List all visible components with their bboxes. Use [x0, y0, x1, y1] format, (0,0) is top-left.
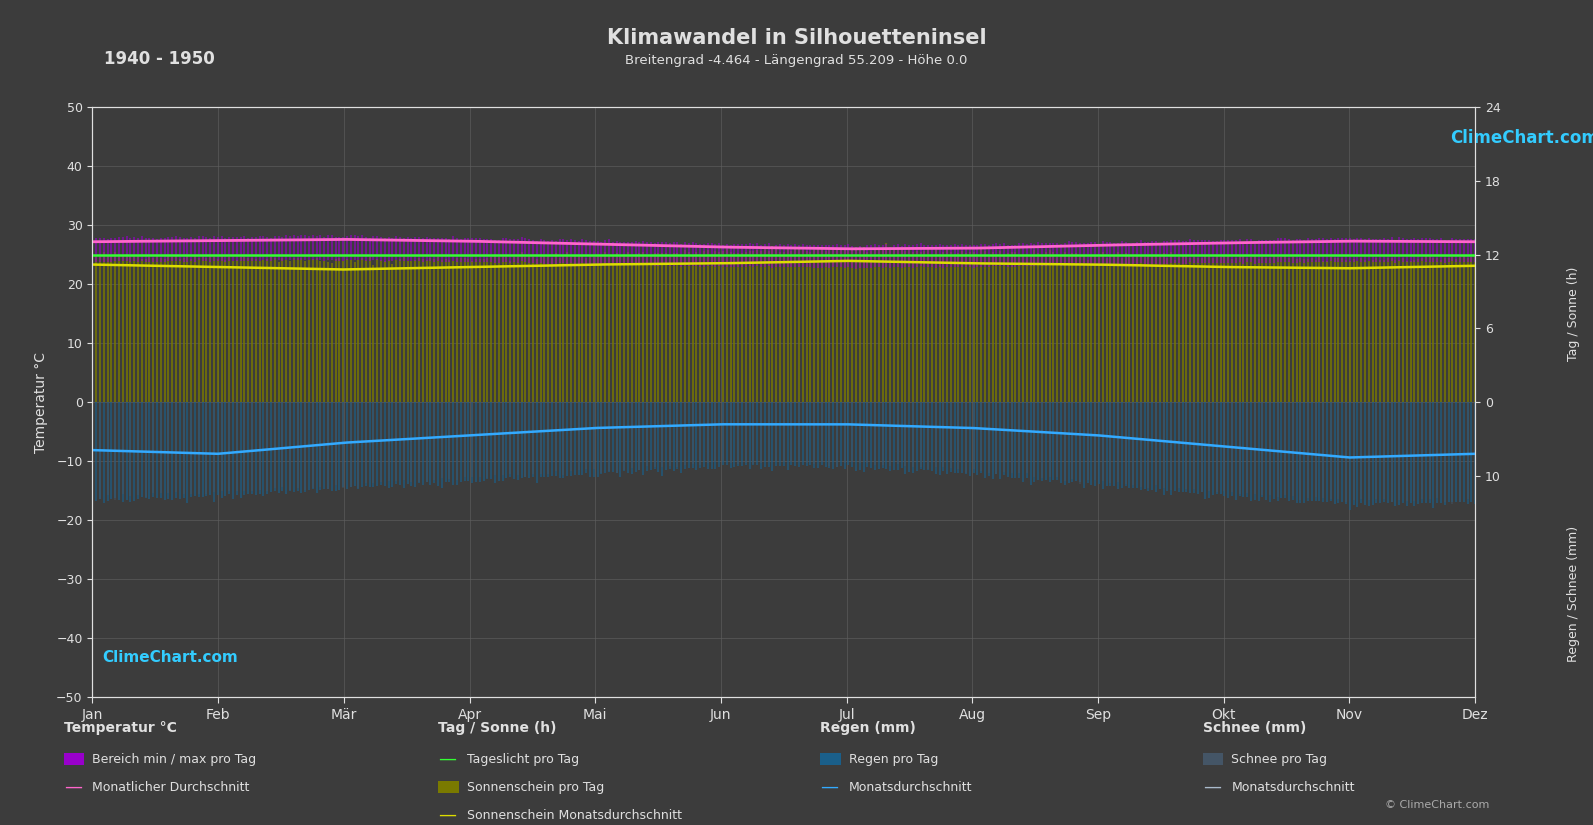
Text: Sonnenschein Monatsdurchschnitt: Sonnenschein Monatsdurchschnitt — [467, 808, 682, 822]
Text: Regen pro Tag: Regen pro Tag — [849, 752, 938, 766]
Text: Tageslicht pro Tag: Tageslicht pro Tag — [467, 752, 578, 766]
Text: Monatsdurchschnitt: Monatsdurchschnitt — [1231, 780, 1356, 794]
Text: Breitengrad -4.464 - Längengrad 55.209 - Höhe 0.0: Breitengrad -4.464 - Längengrad 55.209 -… — [626, 54, 967, 68]
Text: —: — — [64, 778, 81, 796]
Text: —: — — [438, 750, 456, 768]
Text: 1940 - 1950: 1940 - 1950 — [104, 50, 215, 68]
Text: Klimawandel in Silhouetteninsel: Klimawandel in Silhouetteninsel — [607, 28, 986, 48]
Text: Bereich min / max pro Tag: Bereich min / max pro Tag — [92, 752, 256, 766]
Text: Regen / Schnee (mm): Regen / Schnee (mm) — [1568, 526, 1580, 662]
Text: ClimeChart.com: ClimeChart.com — [1450, 129, 1593, 147]
Text: —: — — [1203, 778, 1220, 796]
Y-axis label: Temperatur °C: Temperatur °C — [33, 351, 48, 453]
Text: Tag / Sonne (h): Tag / Sonne (h) — [1568, 266, 1580, 361]
Text: Regen (mm): Regen (mm) — [820, 721, 916, 734]
Text: —: — — [438, 806, 456, 824]
Text: Monatlicher Durchschnitt: Monatlicher Durchschnitt — [92, 780, 250, 794]
Text: —: — — [820, 778, 838, 796]
Text: Temperatur °C: Temperatur °C — [64, 721, 177, 734]
Text: ClimeChart.com: ClimeChart.com — [102, 650, 239, 665]
Text: Monatsdurchschnitt: Monatsdurchschnitt — [849, 780, 973, 794]
Text: © ClimeChart.com: © ClimeChart.com — [1384, 800, 1489, 810]
Text: Schnee pro Tag: Schnee pro Tag — [1231, 752, 1327, 766]
Text: Sonnenschein pro Tag: Sonnenschein pro Tag — [467, 780, 604, 794]
Text: Tag / Sonne (h): Tag / Sonne (h) — [438, 721, 556, 734]
Text: Schnee (mm): Schnee (mm) — [1203, 721, 1306, 734]
